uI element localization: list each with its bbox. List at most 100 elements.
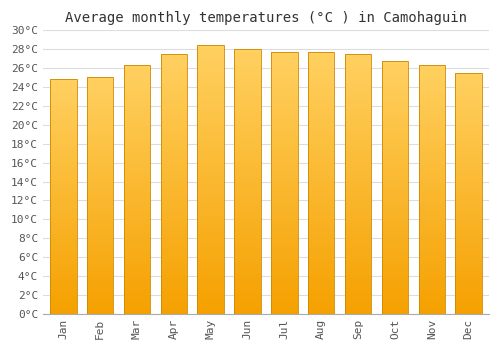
Bar bbox=[234, 79, 261, 82]
Bar bbox=[50, 79, 76, 314]
Bar bbox=[160, 145, 187, 148]
Bar bbox=[234, 241, 261, 244]
Bar bbox=[456, 142, 482, 145]
Bar bbox=[124, 236, 150, 239]
Bar bbox=[271, 268, 297, 271]
Bar bbox=[418, 106, 445, 109]
Bar bbox=[50, 143, 76, 146]
Bar bbox=[382, 133, 408, 136]
Bar bbox=[382, 194, 408, 197]
Bar bbox=[198, 223, 224, 226]
Bar bbox=[271, 52, 297, 55]
Bar bbox=[382, 130, 408, 133]
Bar bbox=[418, 270, 445, 273]
Bar bbox=[382, 168, 408, 172]
Bar bbox=[234, 231, 261, 234]
Bar bbox=[345, 242, 372, 246]
Bar bbox=[456, 230, 482, 232]
Bar bbox=[456, 253, 482, 257]
Bar bbox=[198, 78, 224, 82]
Bar bbox=[234, 234, 261, 238]
Bar bbox=[308, 242, 334, 245]
Bar bbox=[308, 183, 334, 186]
Bar bbox=[124, 230, 150, 233]
Bar bbox=[198, 169, 224, 173]
Bar bbox=[160, 74, 187, 77]
Bar bbox=[124, 208, 150, 211]
Bar bbox=[234, 99, 261, 102]
Bar bbox=[50, 208, 76, 211]
Bar bbox=[418, 289, 445, 292]
Bar bbox=[271, 245, 297, 248]
Bar bbox=[345, 190, 372, 194]
Bar bbox=[456, 175, 482, 178]
Bar bbox=[87, 183, 114, 186]
Bar bbox=[382, 159, 408, 162]
Bar bbox=[345, 197, 372, 200]
Bar bbox=[308, 288, 334, 291]
Bar bbox=[160, 86, 187, 90]
Bar bbox=[456, 103, 482, 106]
Bar bbox=[308, 111, 334, 114]
Bar bbox=[160, 294, 187, 297]
Bar bbox=[308, 225, 334, 229]
Bar bbox=[198, 159, 224, 162]
Bar bbox=[271, 196, 297, 199]
Bar bbox=[271, 307, 297, 310]
Bar bbox=[308, 140, 334, 144]
Bar bbox=[308, 88, 334, 91]
Bar bbox=[345, 54, 372, 314]
Bar bbox=[345, 90, 372, 93]
Bar bbox=[50, 134, 76, 138]
Bar bbox=[234, 168, 261, 172]
Bar bbox=[87, 264, 114, 266]
Bar bbox=[345, 135, 372, 139]
Bar bbox=[456, 202, 482, 205]
Bar bbox=[87, 302, 114, 305]
Bar bbox=[50, 82, 76, 84]
Bar bbox=[456, 106, 482, 109]
Bar bbox=[345, 272, 372, 275]
Bar bbox=[345, 155, 372, 158]
Bar bbox=[160, 281, 187, 285]
Bar bbox=[456, 299, 482, 302]
Bar bbox=[308, 222, 334, 225]
Bar bbox=[271, 304, 297, 307]
Bar bbox=[345, 132, 372, 135]
Bar bbox=[124, 81, 150, 84]
Bar bbox=[308, 248, 334, 252]
Bar bbox=[160, 106, 187, 109]
Bar bbox=[160, 155, 187, 158]
Bar bbox=[456, 190, 482, 193]
Bar bbox=[160, 210, 187, 213]
Bar bbox=[271, 255, 297, 258]
Bar bbox=[456, 169, 482, 172]
Bar bbox=[234, 102, 261, 106]
Bar bbox=[418, 190, 445, 193]
Bar bbox=[234, 182, 261, 185]
Bar bbox=[124, 218, 150, 220]
Bar bbox=[87, 222, 114, 225]
Bar bbox=[418, 65, 445, 69]
Bar bbox=[234, 248, 261, 251]
Bar bbox=[456, 245, 482, 247]
Bar bbox=[345, 288, 372, 291]
Bar bbox=[345, 177, 372, 181]
Bar bbox=[418, 183, 445, 187]
Bar bbox=[234, 76, 261, 79]
Bar bbox=[382, 231, 408, 235]
Bar bbox=[345, 307, 372, 310]
Bar bbox=[456, 193, 482, 196]
Bar bbox=[271, 144, 297, 147]
Bar bbox=[271, 261, 297, 265]
Bar bbox=[418, 118, 445, 121]
Bar bbox=[124, 137, 150, 140]
Bar bbox=[308, 147, 334, 150]
Bar bbox=[456, 73, 482, 76]
Bar bbox=[234, 290, 261, 294]
Bar bbox=[198, 108, 224, 112]
Bar bbox=[456, 82, 482, 85]
Bar bbox=[87, 248, 114, 252]
Bar bbox=[124, 193, 150, 196]
Bar bbox=[160, 229, 187, 233]
